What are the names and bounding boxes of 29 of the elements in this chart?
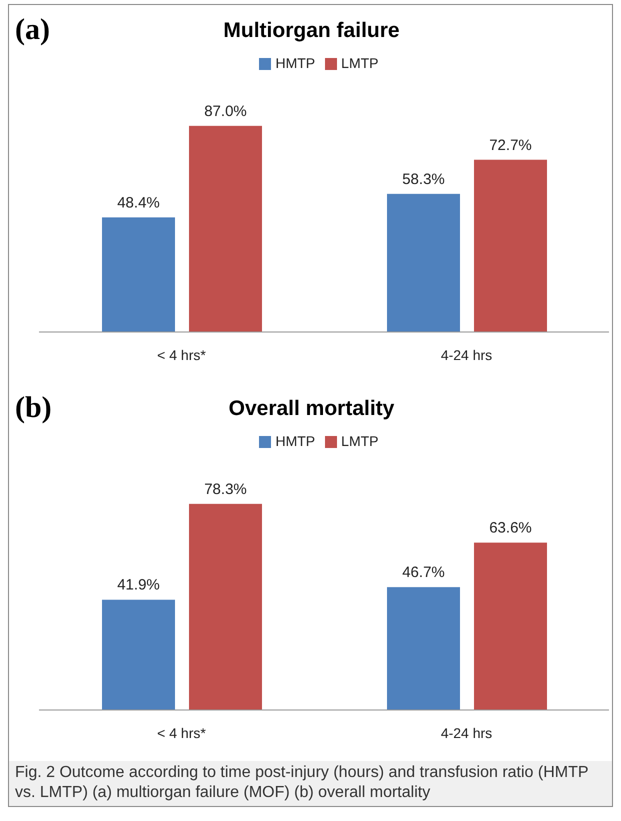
legend-label: HMTP	[275, 433, 316, 449]
chart-title: Overall mortality	[228, 397, 394, 420]
bar	[102, 600, 175, 710]
bar	[474, 160, 547, 332]
x-tick-label: < 4 hrs*	[157, 346, 206, 363]
bar	[387, 194, 460, 332]
x-tick-label: 4-24 hrs	[440, 346, 492, 363]
data-label: 48.4%	[117, 194, 160, 212]
data-label: 78.3%	[204, 480, 247, 498]
text: (b)	[15, 391, 52, 425]
chart-title: Multiorgan failure	[223, 19, 400, 42]
legend-label: HMTP	[275, 55, 316, 71]
legend-label: LMTP	[341, 55, 378, 71]
data-label: 63.6%	[489, 520, 532, 537]
x-tick-label: < 4 hrs*	[157, 724, 206, 741]
text: (a)	[15, 13, 50, 47]
bar	[102, 217, 175, 332]
bar	[387, 587, 460, 710]
data-label: 58.3%	[402, 170, 445, 188]
caption: Fig. 2 Outcome according to time post-injury (hours) and transfusion ratio (HMTP vs. LMTP) (a) multiorgan failure (MOF) (b) overall mortality	[9, 761, 612, 806]
bar	[189, 504, 262, 710]
bar	[189, 126, 262, 332]
legend-label: LMTP	[341, 433, 378, 449]
bar	[474, 542, 547, 710]
data-label: 46.7%	[402, 564, 445, 582]
data-label: 41.9%	[117, 576, 160, 594]
data-label: 72.7%	[489, 136, 532, 154]
data-label: 87.0%	[204, 102, 247, 120]
x-tick-label: 4-24 hrs	[440, 724, 492, 741]
